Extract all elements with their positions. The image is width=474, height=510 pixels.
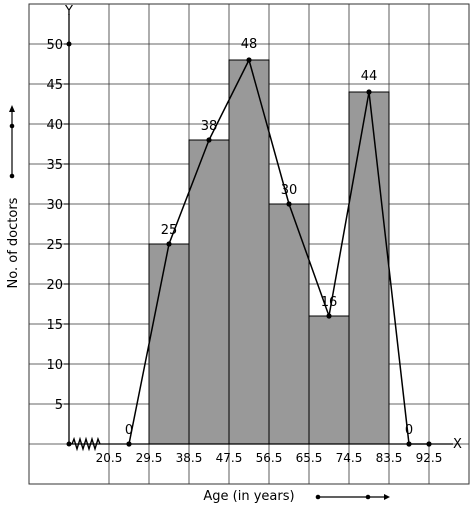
histogram-bar: [148, 243, 190, 445]
x-tick-label: 83.5: [376, 451, 403, 465]
y-axis-letter: Y: [64, 4, 73, 19]
polygon-value-label: 44: [361, 69, 378, 84]
bars: [148, 59, 390, 445]
x-tick-label: 47.5: [216, 451, 243, 465]
frequency-polygon: 0 25 38 48 30 16 44 0: [125, 37, 432, 447]
y-axis-title: No. of doctors: [6, 197, 21, 288]
histogram-bar: [188, 139, 230, 445]
x-axis-dot: [426, 441, 432, 447]
y-tick-label: 15: [46, 318, 63, 333]
y-tick-label: 20: [46, 278, 63, 293]
histogram-bar: [228, 59, 270, 445]
histogram-bar: [308, 315, 350, 445]
x-tick-label: 56.5: [256, 451, 283, 465]
x-axis-letter: X: [453, 437, 462, 452]
polygon-point: [166, 241, 172, 247]
histogram-bar: [268, 203, 310, 445]
polygon-point: [326, 313, 332, 319]
axis-break-zigzag: [71, 436, 101, 452]
x-tick-label: 65.5: [296, 451, 323, 465]
y-tick-label: 10: [46, 358, 63, 373]
x-tick-label: 20.5: [96, 451, 123, 465]
y-tick-labels: 5 10 15 20 25 30 35 40 45 50: [46, 38, 69, 413]
x-tick-label: 74.5: [336, 451, 363, 465]
y-tick-label: 50: [46, 38, 63, 53]
y-tick-label: 5: [55, 398, 63, 413]
polygon-point: [366, 89, 372, 95]
y-tick-label: 25: [46, 238, 63, 253]
polygon-point: [206, 137, 212, 143]
histogram-bar: [348, 91, 390, 445]
y-tick-label: 40: [46, 118, 63, 133]
y-direction-arrow: [9, 105, 15, 179]
y-tick-label: 30: [46, 198, 63, 213]
polygon-value-label: 38: [201, 119, 218, 134]
polygon-value-label: 0: [405, 423, 413, 438]
x-tick-labels: 20.5 29.5 38.5 47.5 56.5 65.5 74.5 83.5 92.5: [96, 451, 443, 465]
x-tick-label: 38.5: [176, 451, 203, 465]
axes: X Y: [64, 4, 462, 452]
x-tick-label: 92.5: [416, 451, 443, 465]
polygon-value-label: 30: [281, 183, 298, 198]
polygon-line: [128, 57, 410, 445]
x-tick-label: 29.5: [136, 451, 163, 465]
polygon-point: [126, 441, 132, 447]
polygon-point: [246, 57, 252, 63]
y-tick-label: 35: [46, 158, 63, 173]
x-direction-arrow: [315, 494, 390, 500]
origin-dot: [66, 441, 72, 447]
polygon-point: [406, 441, 412, 447]
polygon-value-label: 25: [161, 223, 178, 238]
x-axis-title: Age (in years): [203, 489, 294, 504]
polygon-value-label: 0: [125, 423, 133, 438]
y-tick-label: 45: [46, 78, 63, 93]
polygon-point: [286, 201, 292, 207]
polygon-value-label: 16: [321, 295, 338, 310]
polygon-value-label: 48: [241, 37, 258, 52]
